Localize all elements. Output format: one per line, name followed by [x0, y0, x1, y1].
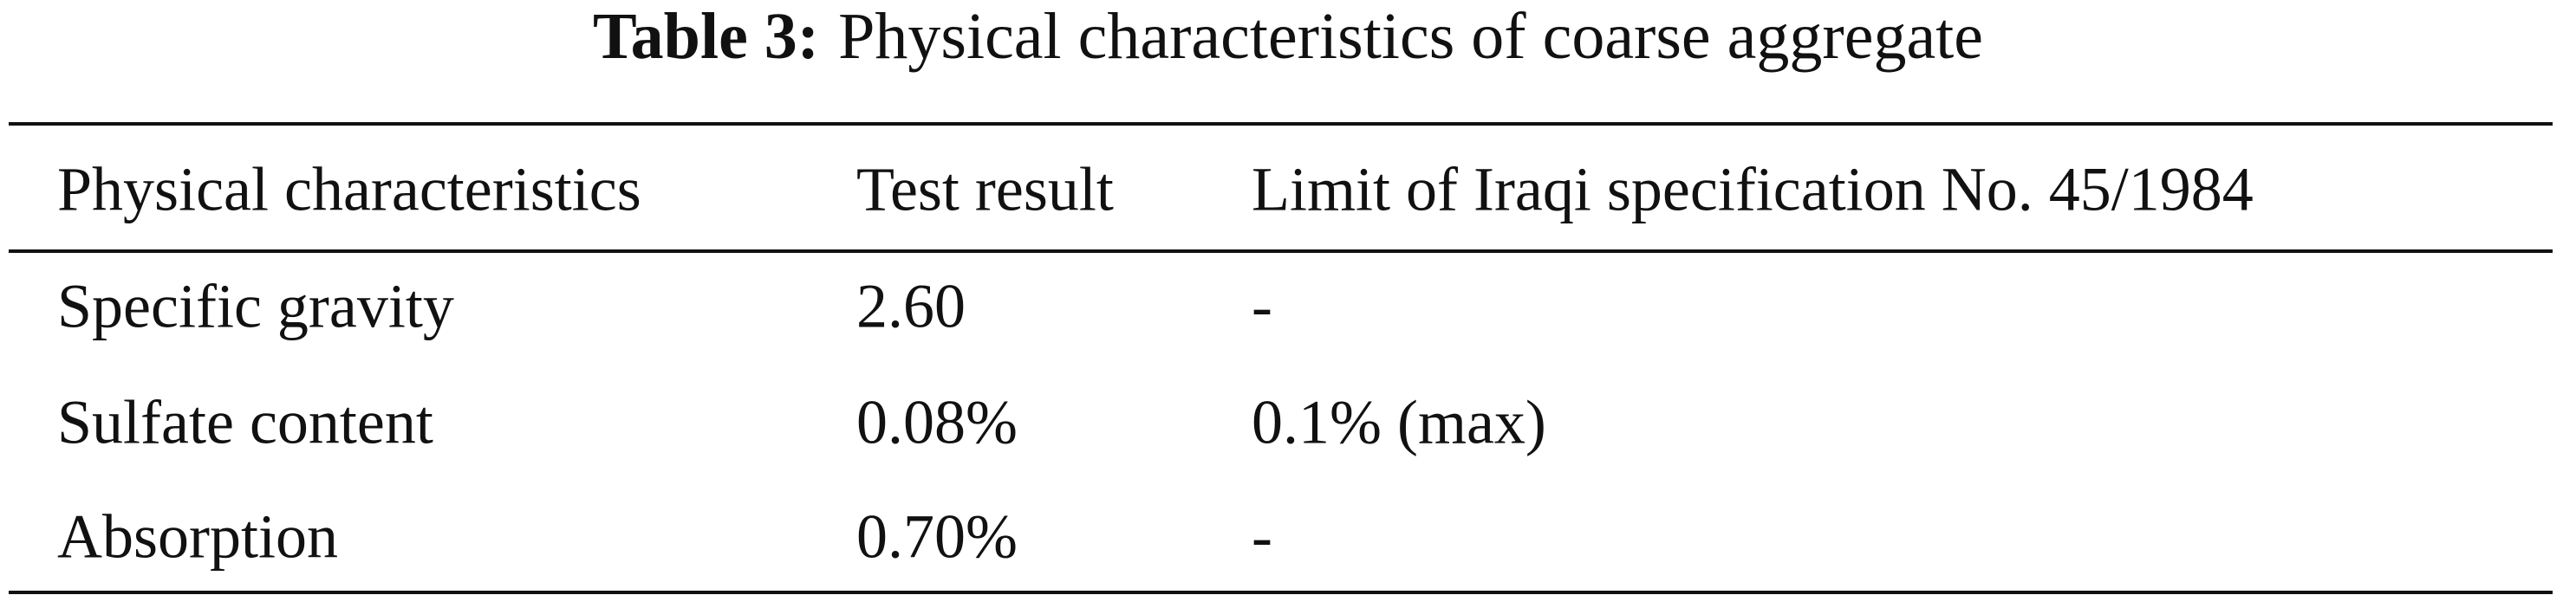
caption-label: Table 3: — [593, 0, 819, 73]
table-body: Physical characteristics Test result Limit… — [57, 155, 2254, 572]
caption-text: Physical characteristics of coarse aggre… — [838, 0, 1983, 73]
table-cell: - — [1252, 272, 1272, 341]
table-cell: - — [1252, 502, 1272, 572]
caption: Table 3: Physical characteristics of coar… — [593, 0, 1983, 73]
table-cell: Specific gravity — [57, 272, 454, 341]
column-header: Test result — [856, 155, 1114, 224]
table-cell: 0.70% — [856, 502, 1018, 572]
table-cell: 0.08% — [856, 388, 1018, 457]
column-header: Limit of Iraqi specification No. 45/1984 — [1252, 155, 2254, 224]
table-cell: 2.60 — [856, 272, 966, 341]
table-cell: Sulfate content — [57, 388, 433, 457]
table-cell: Absorption — [57, 502, 338, 572]
table-cell: 0.1% (max) — [1252, 388, 1546, 457]
column-header: Physical characteristics — [57, 155, 641, 224]
